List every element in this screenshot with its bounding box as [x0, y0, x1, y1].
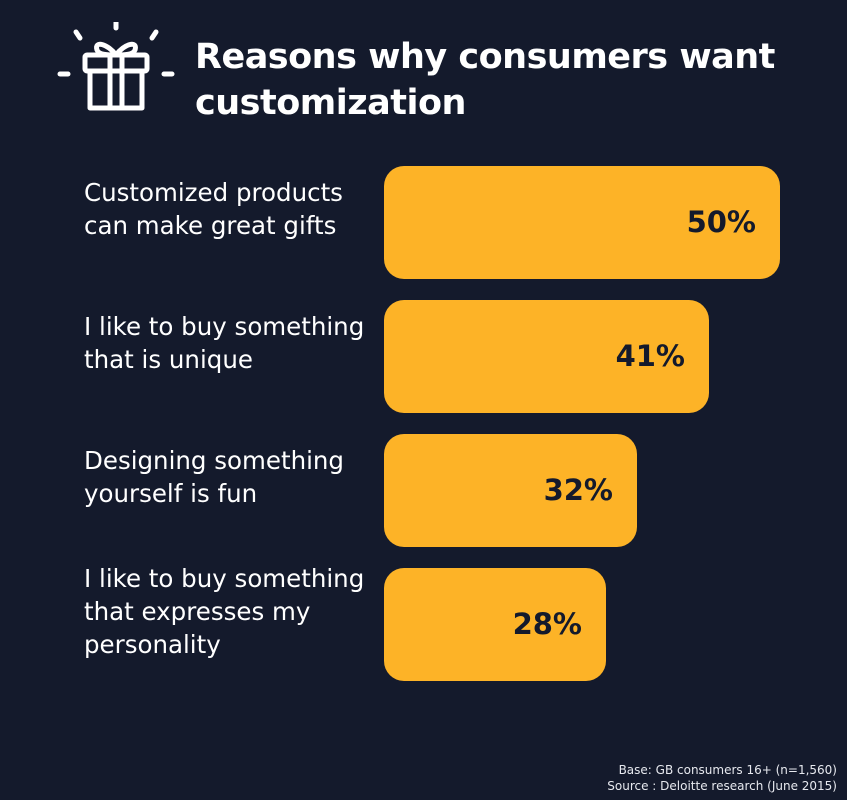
- category-label: Customized products can make great gifts: [84, 178, 343, 240]
- data-label: 50%: [686, 205, 756, 239]
- bar: 41%: [384, 300, 709, 413]
- footnote-base: Base: GB consumers 16+ (n=1,560): [618, 763, 837, 777]
- gift-icon: [57, 22, 175, 111]
- bar: 32%: [384, 434, 637, 547]
- data-label: 41%: [615, 339, 685, 373]
- category-label: I like to buy something that expresses m…: [84, 563, 365, 659]
- category-label: I like to buy something that is unique: [84, 312, 365, 374]
- footnote: Base: GB consumers 16+ (n=1,560) Source …: [607, 762, 837, 794]
- category-label: Designing something yourself is fun: [84, 446, 344, 508]
- data-label: 28%: [512, 607, 582, 641]
- bar: 50%: [384, 166, 780, 279]
- bar: 28%: [384, 568, 606, 681]
- data-label: 32%: [543, 473, 613, 507]
- footnote-source: Source : Deloitte research (June 2015): [607, 779, 837, 793]
- header: Reasons why consumers want customization: [52, 22, 832, 132]
- chart-title: Reasons why consumers want customization: [195, 37, 775, 123]
